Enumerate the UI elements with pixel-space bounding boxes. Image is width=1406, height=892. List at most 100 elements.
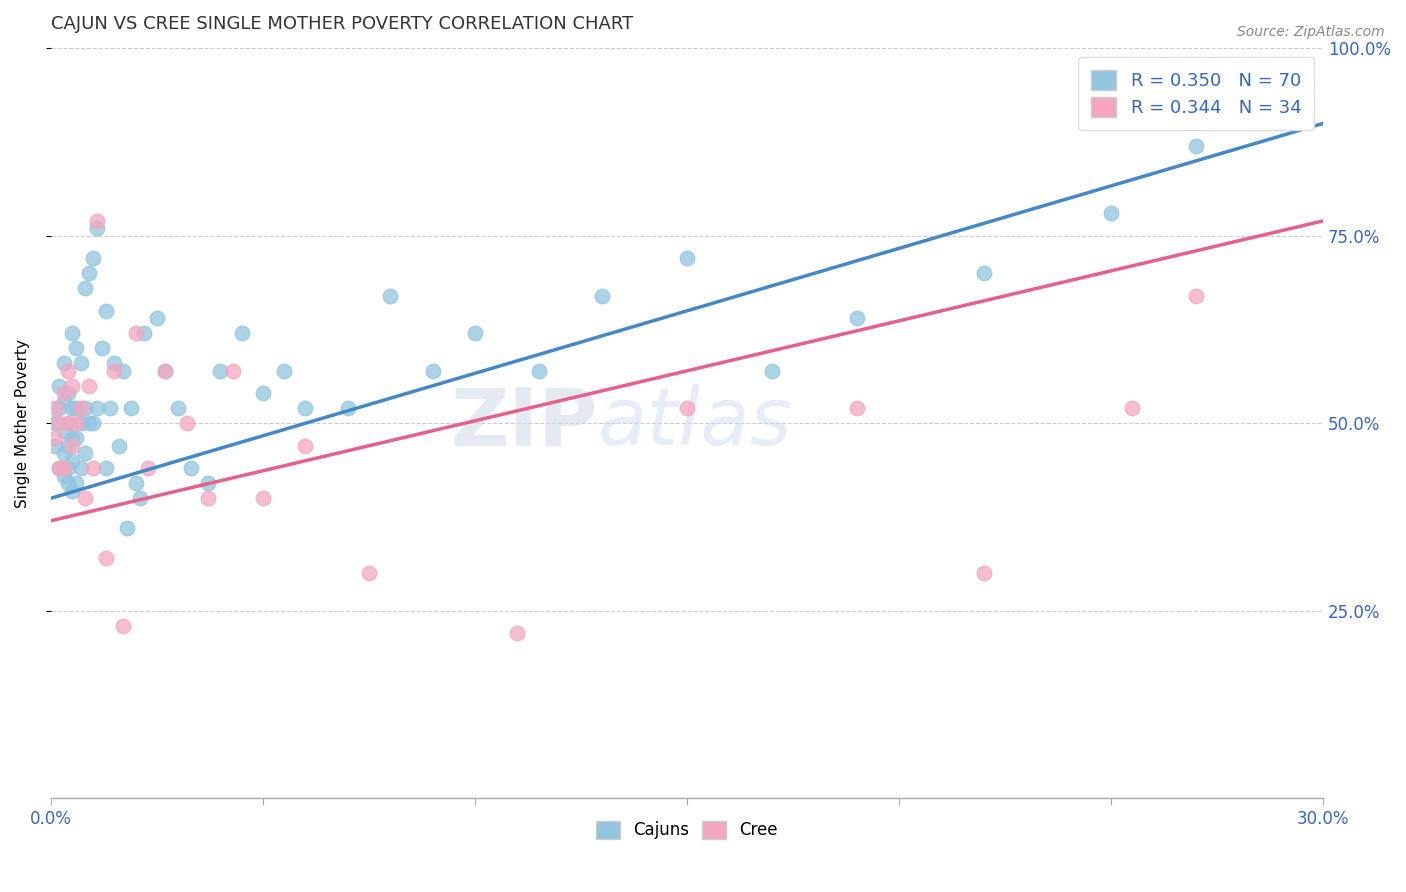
Text: CAJUN VS CREE SINGLE MOTHER POVERTY CORRELATION CHART: CAJUN VS CREE SINGLE MOTHER POVERTY CORR… <box>51 15 633 33</box>
Point <box>52 386 75 401</box>
Point <box>56 439 79 453</box>
Point <box>1099 206 1122 220</box>
Text: ZIP: ZIP <box>451 384 598 462</box>
Point <box>73 401 96 416</box>
Point <box>111 618 134 632</box>
Point <box>52 446 75 460</box>
Text: Source: ZipAtlas.com: Source: ZipAtlas.com <box>1237 25 1385 39</box>
Point <box>56 364 79 378</box>
Y-axis label: Single Mother Poverty: Single Mother Poverty <box>15 339 30 508</box>
Point <box>60 401 83 416</box>
Point <box>155 364 177 378</box>
Point <box>98 401 121 416</box>
Point <box>1185 289 1208 303</box>
Point <box>60 431 83 445</box>
Point <box>146 311 169 326</box>
Point <box>336 401 359 416</box>
Point <box>60 454 83 468</box>
Point <box>73 446 96 460</box>
Point <box>77 379 100 393</box>
Point <box>48 461 70 475</box>
Legend: Cajuns, Cree: Cajuns, Cree <box>589 814 785 846</box>
Point <box>86 214 108 228</box>
Point <box>44 401 66 416</box>
Point <box>69 401 91 416</box>
Point <box>845 401 868 416</box>
Point <box>52 393 75 408</box>
Point <box>176 417 198 431</box>
Point <box>56 386 79 401</box>
Point <box>845 311 868 326</box>
Point <box>506 626 529 640</box>
Point <box>48 461 70 475</box>
Point <box>357 566 380 581</box>
Point <box>60 326 83 341</box>
Point <box>197 491 219 506</box>
Point <box>252 386 274 401</box>
Point <box>52 424 75 438</box>
Point <box>77 417 100 431</box>
Point <box>676 401 699 416</box>
Point <box>69 461 91 475</box>
Point <box>107 439 129 453</box>
Point <box>464 326 486 341</box>
Point <box>77 266 100 280</box>
Text: atlas: atlas <box>598 384 793 462</box>
Point <box>56 417 79 431</box>
Point <box>422 364 444 378</box>
Point <box>378 289 401 303</box>
Point <box>124 476 146 491</box>
Point <box>527 364 550 378</box>
Point <box>273 364 295 378</box>
Point <box>676 252 699 266</box>
Point <box>48 417 70 431</box>
Point <box>73 281 96 295</box>
Point <box>124 326 146 341</box>
Point <box>1121 401 1143 416</box>
Point <box>65 401 87 416</box>
Point <box>197 476 219 491</box>
Point <box>73 491 96 506</box>
Point <box>82 252 104 266</box>
Point <box>128 491 150 506</box>
Point <box>1185 139 1208 153</box>
Point <box>56 461 79 475</box>
Point <box>115 521 138 535</box>
Point <box>44 431 66 445</box>
Point <box>94 551 117 566</box>
Point <box>90 341 112 355</box>
Point <box>111 364 134 378</box>
Point <box>86 221 108 235</box>
Point <box>48 379 70 393</box>
Point <box>69 417 91 431</box>
Point <box>167 401 190 416</box>
Point <box>86 401 108 416</box>
Point <box>155 364 177 378</box>
Point <box>48 401 70 416</box>
Point <box>222 364 245 378</box>
Point <box>56 417 79 431</box>
Point <box>252 491 274 506</box>
Point <box>65 341 87 355</box>
Point <box>44 417 66 431</box>
Point <box>52 461 75 475</box>
Point <box>761 364 783 378</box>
Point <box>231 326 253 341</box>
Point <box>65 476 87 491</box>
Point <box>138 461 160 475</box>
Point <box>103 356 125 370</box>
Point <box>134 326 156 341</box>
Point <box>52 468 75 483</box>
Point <box>591 289 613 303</box>
Point <box>294 439 316 453</box>
Point <box>82 461 104 475</box>
Point <box>94 461 117 475</box>
Point <box>94 303 117 318</box>
Point <box>103 364 125 378</box>
Point <box>82 417 104 431</box>
Point <box>294 401 316 416</box>
Point <box>52 356 75 370</box>
Point <box>60 439 83 453</box>
Point <box>180 461 202 475</box>
Point <box>69 356 91 370</box>
